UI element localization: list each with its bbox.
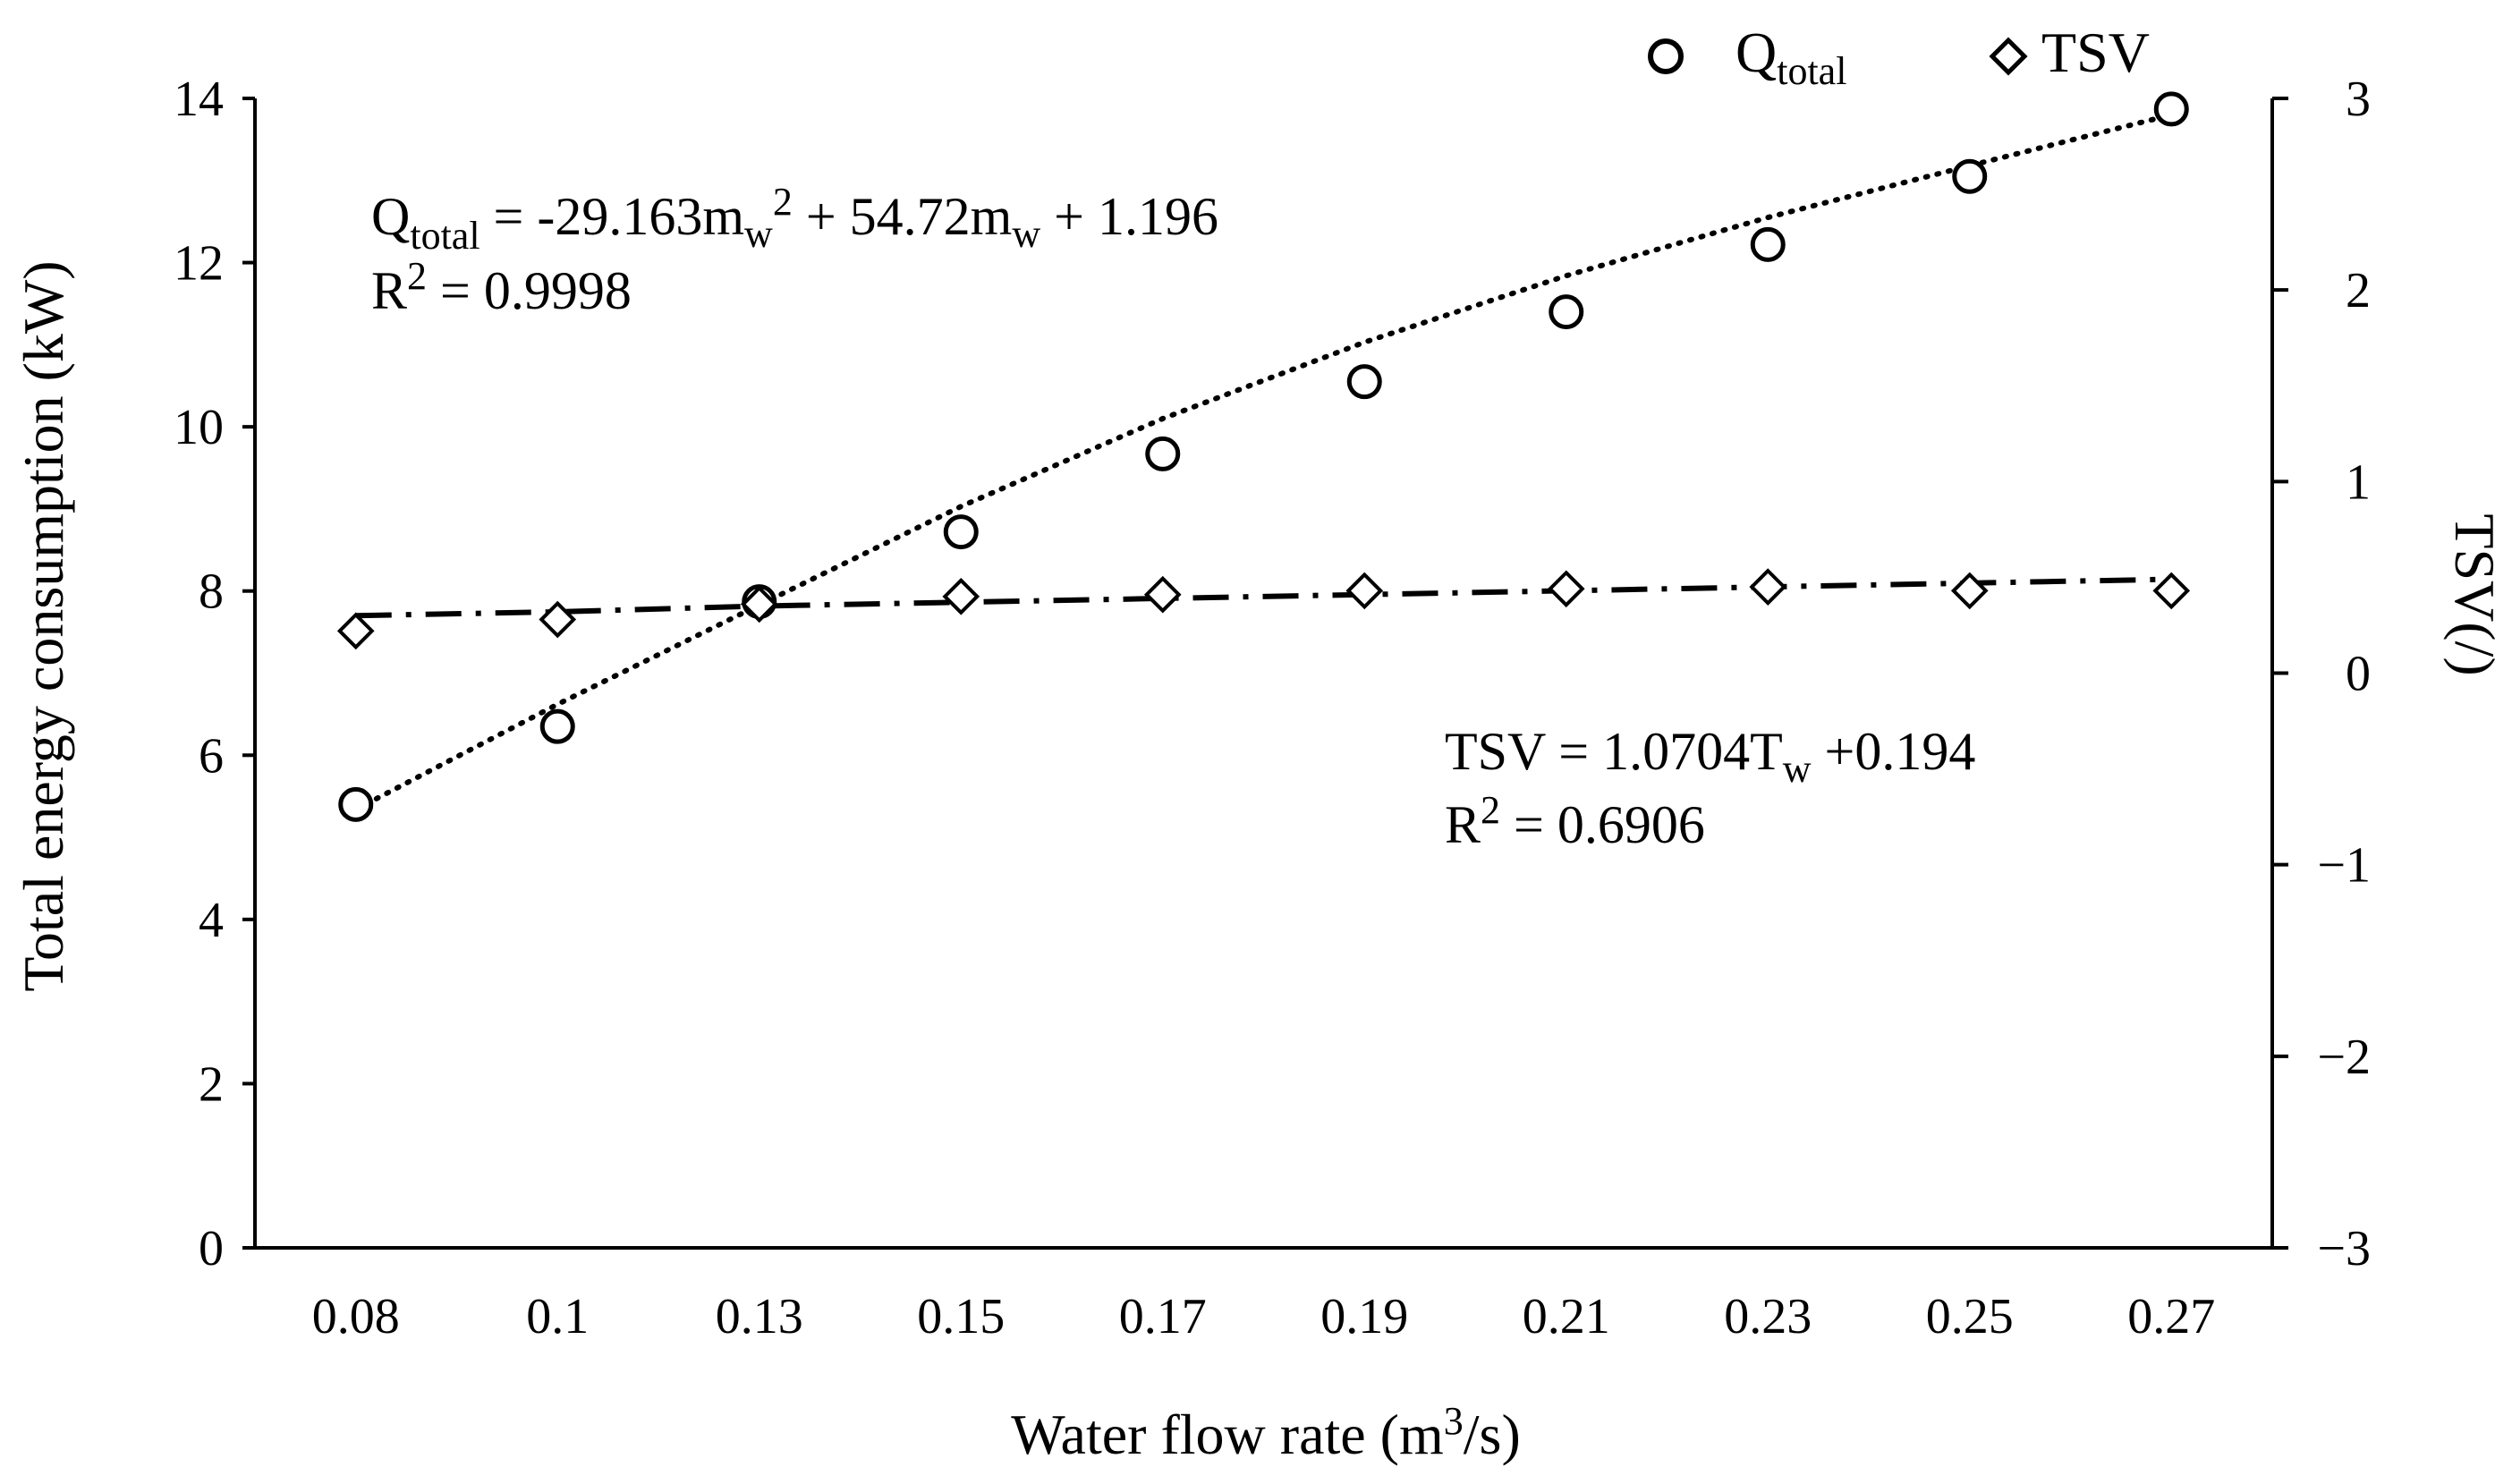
- y2-tick-label: 3: [2346, 72, 2371, 127]
- y-tick-label: 8: [199, 564, 224, 620]
- tsv-point: [1547, 570, 1585, 608]
- tsv-point: [539, 600, 577, 639]
- q-r2: R2 = 0.9998: [371, 254, 632, 320]
- y2-tick-label: 2: [2346, 263, 2371, 318]
- tsv-equation: TSV = 1.0704Tw +0.194: [1445, 722, 1975, 791]
- x-axis-title-main: Water flow rate (m: [1011, 1403, 1444, 1466]
- q-eq-sub1: w: [744, 212, 773, 256]
- q-equation: Qtotal = -29.163mw2 + 54.72mw + 1.196: [371, 180, 1218, 258]
- legend: Qtotal TSV: [1648, 21, 2150, 93]
- q-total-point: [539, 708, 575, 744]
- y-tick-label: 10: [174, 400, 224, 455]
- tsv-point: [336, 612, 375, 650]
- y2-tick-label: −3: [2317, 1221, 2371, 1276]
- x-tick-label: 0.23: [1724, 1289, 1812, 1344]
- x-tick-label: 0.21: [1523, 1289, 1610, 1344]
- data-marks: [336, 91, 2191, 822]
- y-axis-title: Total energy consumption (kW): [12, 260, 75, 991]
- legend-tsv-label: TSV: [2041, 21, 2150, 84]
- x-axis-title: Water flow rate (m3/s): [1011, 1399, 1521, 1466]
- q-total-point: [1549, 294, 1584, 330]
- q-total-trendline: [352, 112, 2175, 812]
- q-eq-part3: + 1.196: [1040, 187, 1218, 246]
- tsv-eq-part1: TSV = 1.0704T: [1445, 722, 1783, 781]
- tsv-point: [1143, 575, 1182, 614]
- q-total-point: [1952, 158, 1988, 194]
- y-tick-label: 12: [174, 236, 224, 292]
- x-tick-label: 0.1: [526, 1289, 589, 1344]
- tsv-point: [1345, 572, 1384, 610]
- y2-tick-label: 1: [2346, 454, 2371, 510]
- x-tick-label: 0.08: [312, 1289, 400, 1344]
- q-total-point: [1346, 364, 1382, 400]
- q-eq-lhs-sub: total: [410, 214, 479, 258]
- y-tick-label: 4: [199, 893, 224, 948]
- axes: [242, 97, 2288, 1250]
- legend-tsv-marker: [1989, 37, 2028, 76]
- q-total-point: [1145, 436, 1181, 471]
- x-tick-label: 0.27: [2127, 1289, 2215, 1344]
- y-tick-label: 6: [199, 728, 224, 784]
- q-eq-sup1: 2: [773, 180, 793, 224]
- legend-q-label: Qtotal: [1735, 21, 1846, 93]
- legend-q-marker: [1648, 38, 1684, 74]
- tsv-r2-R: R: [1445, 795, 1481, 854]
- tsv-eq-sub: w: [1783, 747, 1812, 791]
- y-tick-label: 14: [174, 72, 224, 127]
- x-tick-label: 0.13: [716, 1289, 803, 1344]
- q-eq-lhs: Q: [371, 187, 410, 246]
- x-axis-title-sup: 3: [1444, 1399, 1464, 1443]
- y-tick-label: 2: [199, 1056, 224, 1112]
- x-tick-label: 0.17: [1119, 1289, 1207, 1344]
- x-tick-label: 0.25: [1926, 1289, 2014, 1344]
- x-tick-label: 0.19: [1320, 1289, 1408, 1344]
- legend-q-sub: total: [1777, 49, 1846, 93]
- tsv-point: [1950, 572, 1989, 610]
- tsv-r2-sup: 2: [1481, 788, 1500, 832]
- q-eq-part2: + 54.72m: [793, 187, 1013, 246]
- tsv-point: [2152, 572, 2191, 610]
- q-total-point: [2153, 91, 2189, 127]
- y2-axis-title: TSV(/): [2443, 513, 2495, 675]
- q-r2-val: = 0.9998: [427, 261, 632, 320]
- y2-tick-label: 0: [2346, 647, 2371, 702]
- q-total-point: [338, 786, 374, 822]
- q-r2-R: R: [371, 261, 407, 320]
- x-tick-label: 0.15: [917, 1289, 1005, 1344]
- tsv-r2-val: = 0.6906: [1500, 795, 1705, 854]
- tsv-trendline: [355, 576, 2172, 619]
- tsv-point: [740, 585, 778, 623]
- x-axis-title-end: /s): [1464, 1403, 1521, 1466]
- tsv-point: [1749, 568, 1787, 606]
- q-eq-sub2: w: [1012, 212, 1040, 256]
- q-total-point: [943, 514, 979, 550]
- legend-q-main: Q: [1735, 21, 1777, 84]
- y2-tick-label: −2: [2317, 1030, 2371, 1085]
- tsv-eq-part2: +0.194: [1812, 722, 1976, 781]
- y2-tick-label: −1: [2317, 838, 2371, 894]
- q-r2-sup: 2: [407, 254, 427, 298]
- q-eq-part1: = -29.163m: [480, 187, 745, 246]
- tsv-point: [942, 578, 980, 615]
- tsv-r2: R2 = 0.6906: [1445, 788, 1705, 854]
- trendlines: [352, 112, 2175, 812]
- q-total-point: [1750, 226, 1786, 262]
- y-tick-label: 0: [199, 1221, 224, 1276]
